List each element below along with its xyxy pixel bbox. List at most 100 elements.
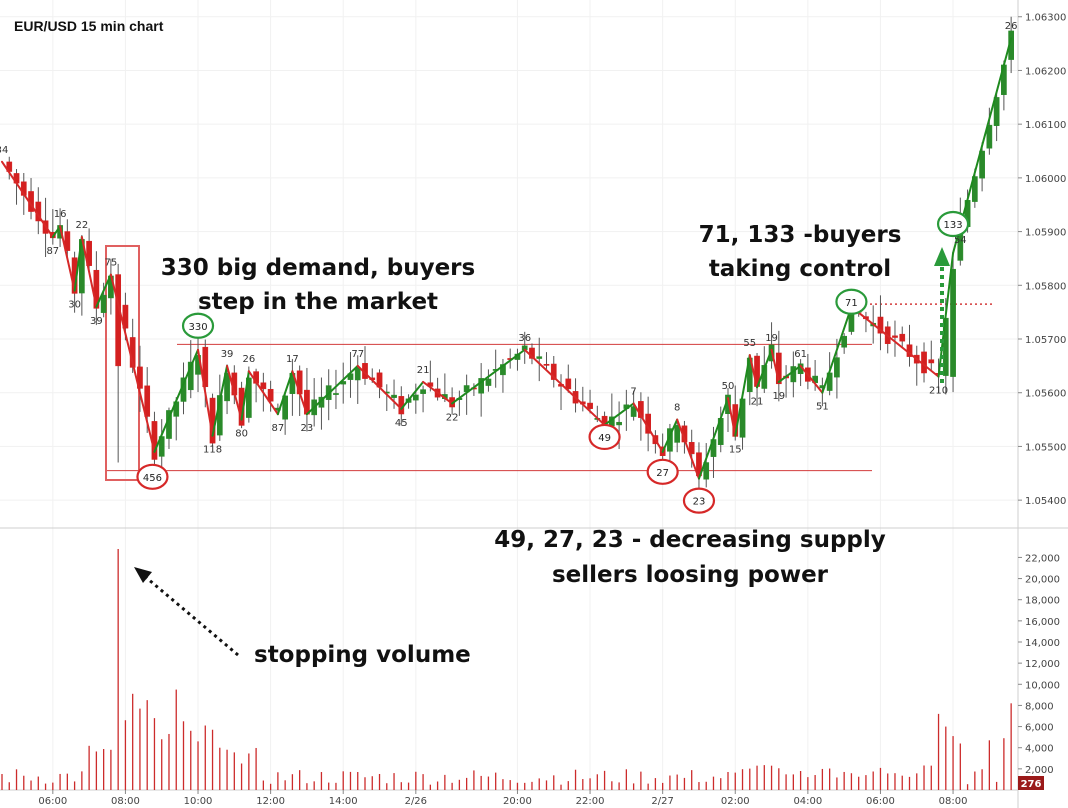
volume-tick-label: 20,000 (1025, 575, 1060, 586)
wave-segment (734, 354, 751, 437)
candle (412, 383, 419, 414)
time-axis: 06:00 08:00 10:00 12:00 14:00 2/26 20:00 22:00 2… (38, 790, 967, 807)
time-tick-label: 08:00 (111, 796, 140, 807)
candle (93, 251, 100, 326)
candle (543, 352, 550, 369)
wave-segment (523, 348, 606, 426)
wave-segment (73, 235, 83, 292)
wave-segment (247, 370, 279, 416)
wave-label: 51 (816, 402, 829, 413)
annotation-supply-line1: 49, 27, 23 - decreasing supply (494, 527, 886, 553)
candle (500, 358, 506, 393)
wave-segment (1, 160, 54, 238)
wave-label: 21 (417, 365, 430, 376)
candle (565, 364, 572, 393)
wave-segment (748, 354, 759, 389)
annotation-demand-line2: step in the market (198, 289, 438, 315)
candle-body (899, 333, 906, 342)
candle-body (137, 366, 143, 389)
time-tick-label: 20:00 (503, 796, 532, 807)
wave-label: 61 (794, 349, 807, 360)
candle-body (500, 364, 506, 376)
candle (993, 92, 1000, 142)
time-tick-label: 06:00 (866, 796, 895, 807)
chart-title: EUR/USD 15 min chart (14, 18, 164, 34)
candle-body (354, 367, 361, 381)
candle (485, 369, 492, 392)
candle-body (877, 316, 884, 334)
candle-body (267, 388, 274, 402)
wave-labels: 3487163022397511839802687172377452122367… (0, 21, 1018, 455)
wave-segment (661, 418, 679, 453)
wave-label: 16 (54, 209, 67, 220)
candle-body (115, 274, 122, 367)
time-tick-label: 22:00 (576, 796, 605, 807)
wave-segment (603, 402, 635, 426)
volume-tick-label: 16,000 (1025, 617, 1060, 628)
candle-body (630, 406, 637, 417)
candle-body (971, 176, 978, 202)
wave-circle-49: 49 (588, 423, 621, 451)
circle-outline (646, 458, 679, 485)
wave-segment (422, 380, 454, 405)
wave-label: 22 (75, 220, 88, 231)
wave-label: 17 (286, 354, 299, 365)
candle-body (550, 363, 557, 380)
wave-segment (95, 273, 112, 308)
wave-label: 19 (765, 333, 778, 344)
time-tick-label: 14:00 (329, 796, 358, 807)
price-tick-label: 1.06100 (1025, 120, 1066, 131)
svg-text:276: 276 (1021, 779, 1042, 790)
candle (979, 142, 985, 192)
wave-segment (400, 380, 425, 410)
time-tick-label: 02:00 (721, 796, 750, 807)
candle-body (928, 359, 935, 364)
wave-circle-330: 330 (181, 312, 215, 339)
wave-label: 36 (518, 333, 531, 344)
price-tick-label: 1.05400 (1025, 496, 1066, 507)
wave-segment (821, 305, 853, 394)
wave-segment (799, 364, 824, 394)
price-tick-label: 1.05900 (1025, 228, 1066, 239)
circle-outline (936, 210, 970, 238)
candle-body (485, 378, 492, 386)
volume-tick-label: 12,000 (1025, 659, 1060, 670)
wave-label: 87 (272, 423, 285, 434)
candle-body (834, 357, 840, 378)
candle (877, 295, 884, 351)
candle (703, 443, 710, 488)
time-tick-label: 2/27 (651, 796, 673, 807)
wave-segment (153, 348, 200, 453)
annotation-stopping-volume: stopping volume (254, 642, 471, 668)
candle-body (391, 394, 397, 398)
candle-body (674, 425, 681, 443)
candle (630, 390, 637, 421)
price-tick-label: 1.05600 (1025, 389, 1066, 400)
candle (899, 326, 906, 348)
candle (550, 355, 557, 388)
candle-body (979, 150, 985, 179)
candle-body (64, 231, 71, 251)
candle (536, 337, 543, 382)
wave-label: 8 (674, 403, 680, 414)
price-tick-label: 1.06300 (1025, 13, 1066, 24)
candle-body (187, 361, 194, 391)
candle-body (412, 394, 419, 401)
wave-segment (197, 348, 214, 437)
wave-segment (211, 364, 229, 437)
candle (391, 379, 397, 409)
wave-segment (451, 348, 526, 405)
candle (282, 392, 288, 435)
candle-body (543, 363, 550, 366)
wave-segment (59, 225, 76, 292)
stopping-volume-box (105, 245, 140, 481)
candle-body (86, 240, 92, 266)
candle-body (703, 462, 710, 480)
wave-segment (770, 348, 780, 383)
wave-label: 39 (221, 349, 234, 360)
wave-label: 26 (1005, 21, 1018, 32)
wave-segment (240, 370, 250, 421)
wave-label: 75 (105, 258, 118, 269)
candle-body (892, 335, 898, 338)
